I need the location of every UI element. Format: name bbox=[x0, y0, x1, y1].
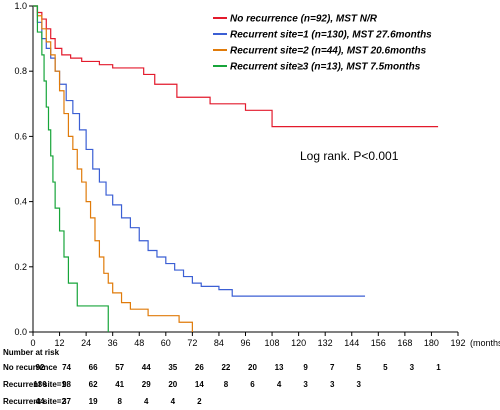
risk-cell: 66 bbox=[89, 363, 98, 372]
risk-cell: 8 bbox=[224, 380, 229, 389]
risk-row-label: Recurrent site=2 bbox=[3, 397, 66, 406]
risk-cell: 29 bbox=[142, 380, 151, 389]
x-tick-label: 60 bbox=[161, 338, 171, 348]
risk-cell: 7 bbox=[330, 363, 335, 372]
risk-cell: 6 bbox=[250, 380, 255, 389]
risk-cell: 92 bbox=[36, 363, 45, 372]
y-tick-label: 1.0 bbox=[14, 1, 27, 11]
risk-row-label: No recurrence bbox=[3, 363, 58, 372]
risk-cell: 26 bbox=[195, 363, 204, 372]
x-tick-label: 168 bbox=[397, 338, 412, 348]
axes: 0 12 24 36 48 60 72 84 96 108 120 132 144 156 168 180 19… bbox=[14, 1, 500, 348]
risk-cell: 37 bbox=[62, 397, 71, 406]
x-tick-label: 24 bbox=[81, 338, 91, 348]
risk-cell: 20 bbox=[248, 363, 257, 372]
risk-cell: 98 bbox=[62, 380, 71, 389]
legend-label: Recurrent site≥3 (n=13), MST 7.5months bbox=[230, 62, 421, 73]
x-tick-label: 108 bbox=[265, 338, 280, 348]
risk-cell: 74 bbox=[62, 363, 71, 372]
risk-cell: 4 bbox=[144, 397, 149, 406]
x-tick-label: 0 bbox=[30, 338, 35, 348]
risk-cell: 9 bbox=[303, 363, 308, 372]
risk-cell: 41 bbox=[115, 380, 124, 389]
risk-cell: 8 bbox=[117, 397, 122, 406]
x-tick-label: 180 bbox=[424, 338, 439, 348]
x-tick-label: 192 bbox=[450, 338, 465, 348]
x-tick-label: 36 bbox=[108, 338, 118, 348]
risk-cell: 130 bbox=[33, 380, 47, 389]
y-tick-label: 0.6 bbox=[14, 131, 27, 141]
risk-row-label: Recurrent site=1 bbox=[3, 380, 66, 389]
y-tick-label: 0.0 bbox=[14, 327, 27, 337]
risk-cell: 14 bbox=[195, 380, 204, 389]
x-tick-label: 72 bbox=[187, 338, 197, 348]
x-tick-label: 48 bbox=[134, 338, 144, 348]
x-tick-label: 84 bbox=[214, 338, 224, 348]
risk-cell: 57 bbox=[115, 363, 124, 372]
risk-cell: 5 bbox=[383, 363, 388, 372]
risk-cell: 3 bbox=[330, 380, 335, 389]
legend-label: No recurrence (n=92), MST N/R bbox=[230, 14, 378, 25]
y-tick-label: 0.4 bbox=[14, 197, 27, 207]
survival-curve bbox=[33, 5, 193, 332]
risk-cell: 44 bbox=[142, 363, 151, 372]
risk-cell: 3 bbox=[410, 363, 415, 372]
risk-cell: 22 bbox=[221, 363, 230, 372]
legend-label: Recurrent site=2 (n=44), MST 20.6months bbox=[230, 46, 427, 57]
x-tick-label: 96 bbox=[240, 338, 250, 348]
x-tick-label: 132 bbox=[318, 338, 333, 348]
x-unit-label: (months) bbox=[470, 338, 500, 348]
risk-cell: 1 bbox=[436, 363, 441, 372]
risk-cell: 19 bbox=[89, 397, 98, 406]
risk-cell: 35 bbox=[168, 363, 177, 372]
legend: No recurrence (n=92), MST N/R Recurrent s… bbox=[213, 14, 432, 73]
y-tick-label: 0.8 bbox=[14, 66, 27, 76]
x-tick-label: 144 bbox=[344, 338, 359, 348]
risk-cell: 44 bbox=[36, 397, 45, 406]
risk-cell: 5 bbox=[357, 363, 362, 372]
risk-table-heading: Number at risk bbox=[3, 348, 60, 357]
x-tick-label: 156 bbox=[371, 338, 386, 348]
risk-cell: 4 bbox=[171, 397, 176, 406]
log-rank-annotation: Log rank. P<0.001 bbox=[300, 149, 399, 163]
risk-cell: 20 bbox=[168, 380, 177, 389]
risk-cell: 2 bbox=[197, 397, 202, 406]
survival-curve bbox=[33, 5, 109, 332]
risk-cell: 13 bbox=[275, 363, 284, 372]
y-tick-label: 0.2 bbox=[14, 262, 27, 272]
risk-cell: 3 bbox=[357, 380, 362, 389]
x-tick-label: 12 bbox=[55, 338, 65, 348]
x-tick-label: 120 bbox=[291, 338, 306, 348]
risk-cell: 62 bbox=[89, 380, 98, 389]
survival-curve bbox=[33, 5, 439, 128]
risk-cell: 4 bbox=[277, 380, 282, 389]
survival-curves bbox=[33, 5, 439, 332]
risk-cell: 3 bbox=[303, 380, 308, 389]
legend-label: Recurrent site=1 (n=130), MST 27.6months bbox=[230, 30, 432, 41]
